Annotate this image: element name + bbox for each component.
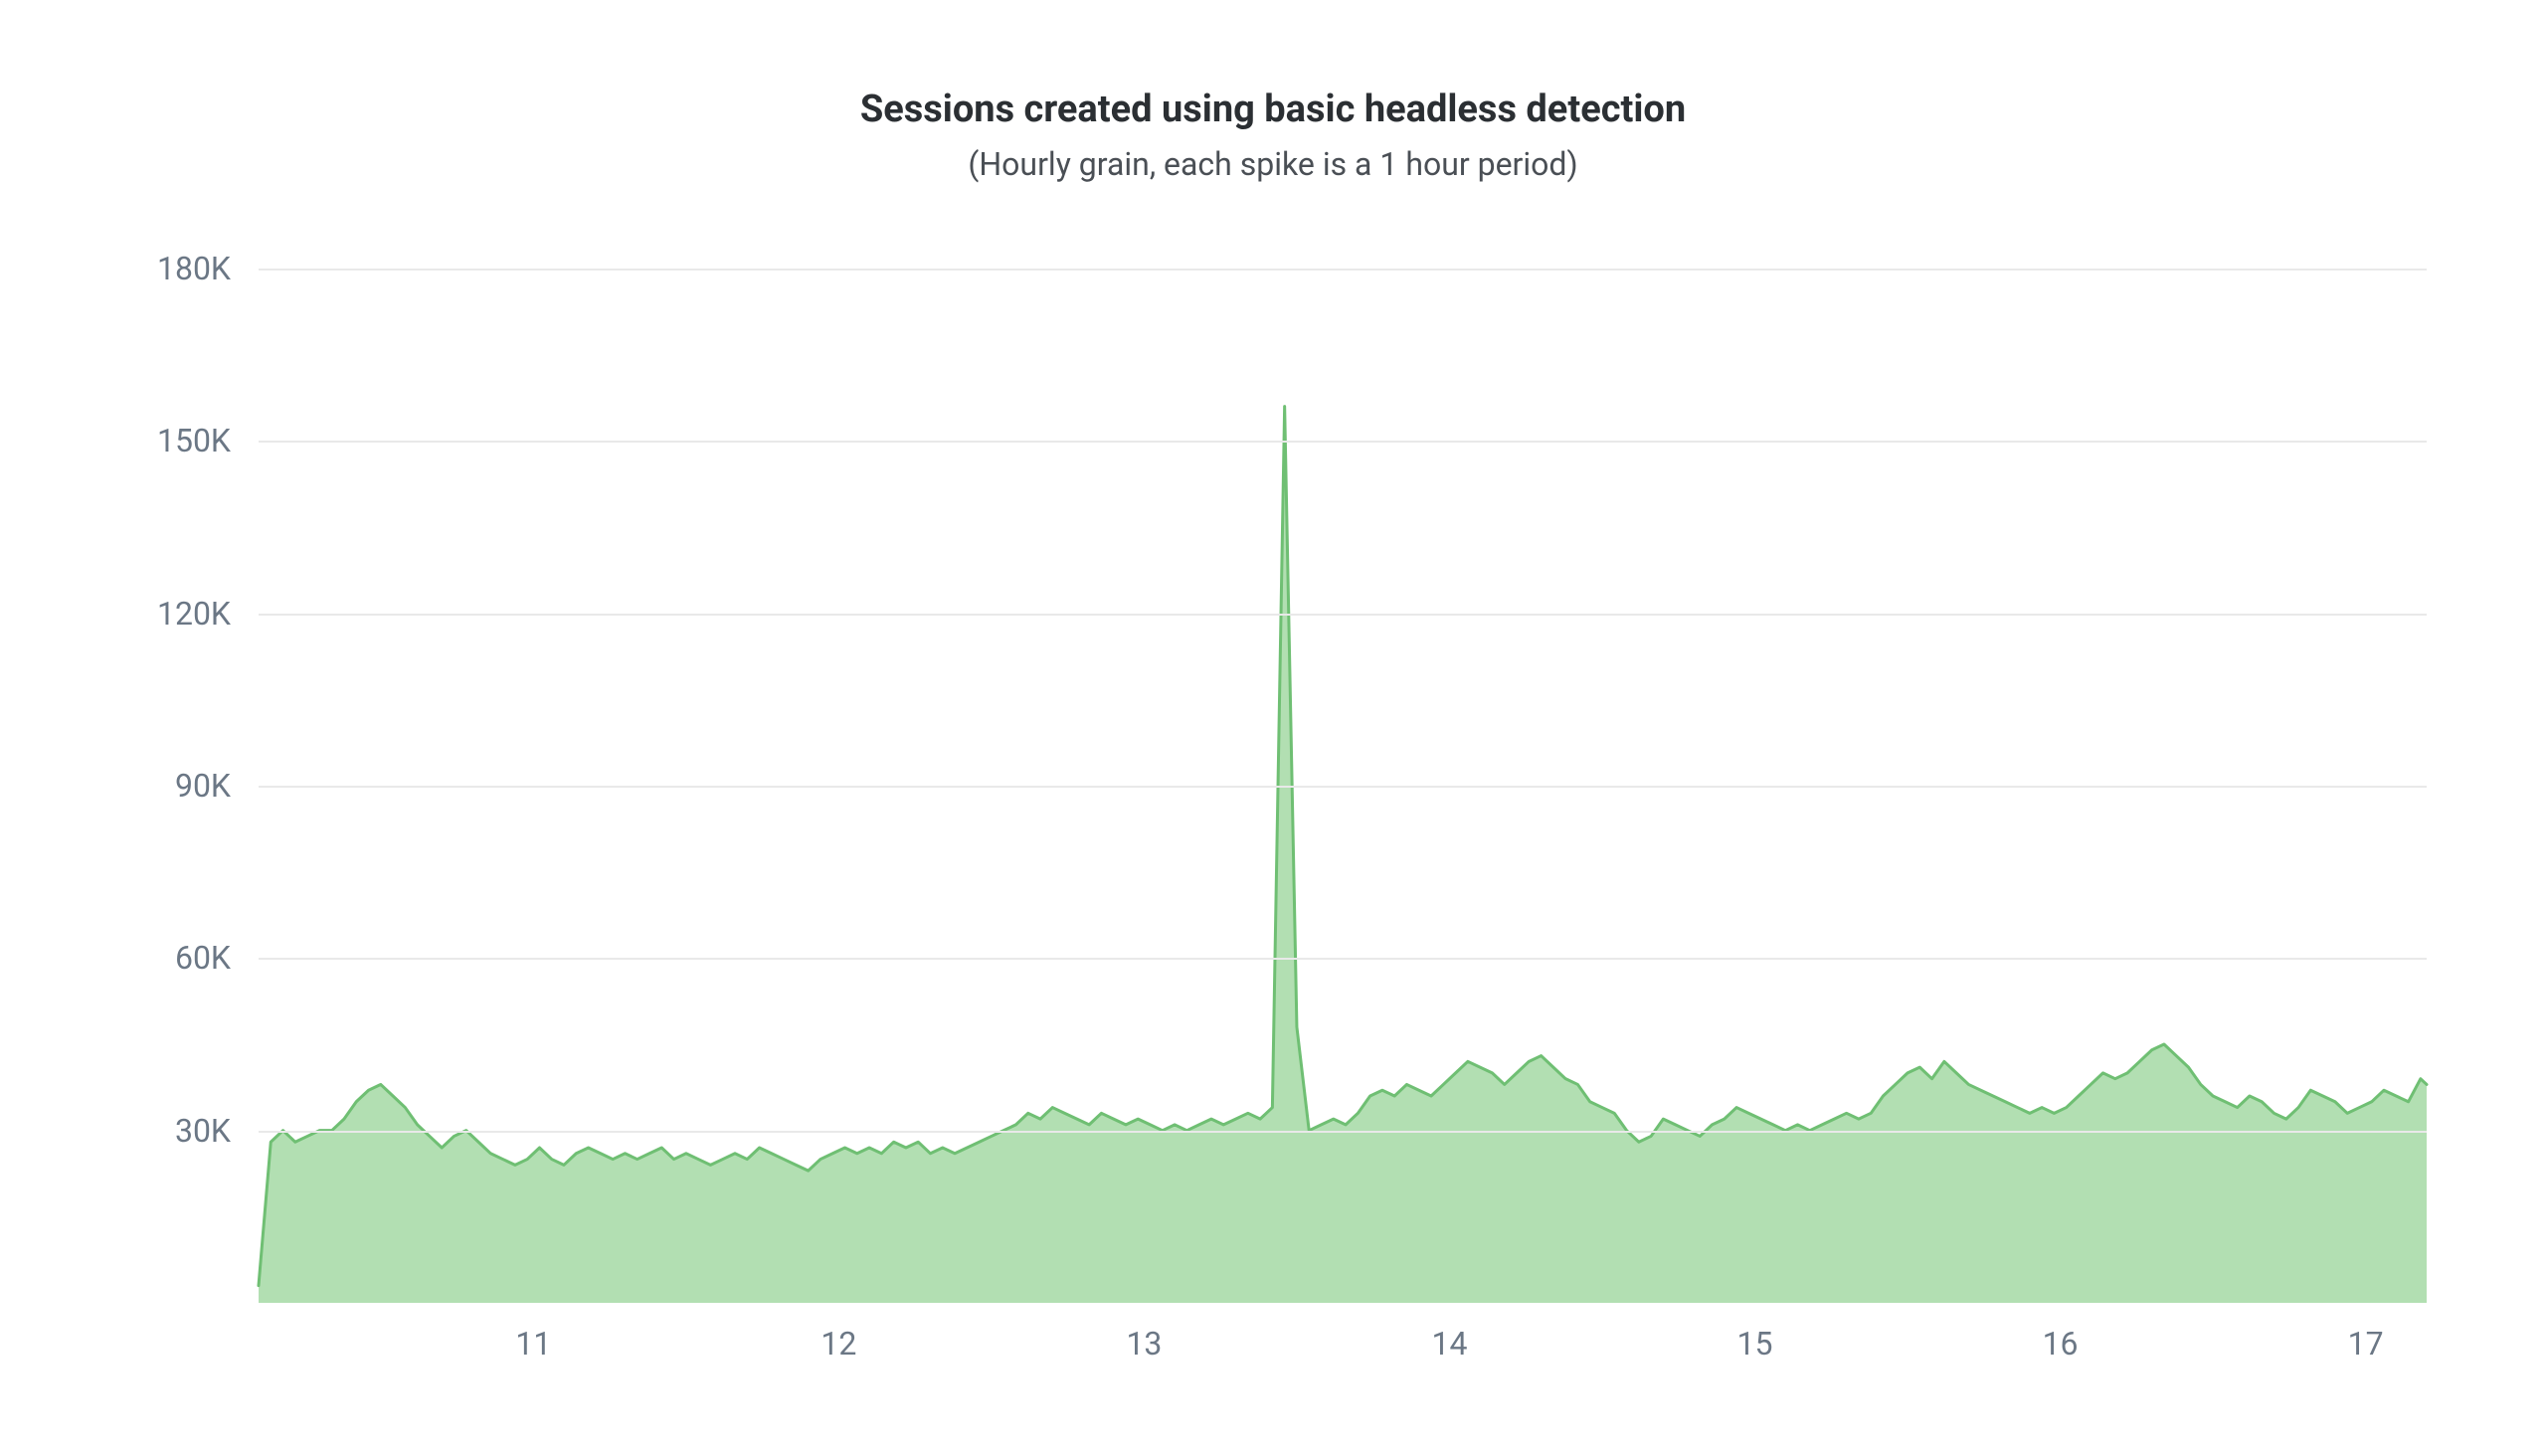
chart-subtitle: (Hourly grain, each spike is a 1 hour pe… (0, 131, 2546, 183)
y-axis-label: 120K (157, 595, 259, 633)
x-axis-label: 17 (2348, 1303, 2384, 1363)
grid-line (259, 269, 2427, 271)
x-axis-label: 16 (2043, 1303, 2079, 1363)
chart-container: Sessions created using basic headless de… (0, 0, 2546, 1456)
x-axis-label: 14 (1431, 1303, 1467, 1363)
x-axis-label: 13 (1126, 1303, 1162, 1363)
y-axis-label: 180K (157, 250, 259, 287)
y-axis-label: 150K (157, 422, 259, 459)
x-axis-label: 12 (820, 1303, 856, 1363)
grid-line (259, 614, 2427, 616)
grid-line (259, 958, 2427, 960)
grid-line (259, 441, 2427, 443)
x-axis-label: 15 (1737, 1303, 1773, 1363)
chart-title: Sessions created using basic headless de… (0, 0, 2546, 131)
y-axis-label: 30K (175, 1112, 259, 1150)
area-fill (259, 407, 2427, 1303)
y-axis-label: 90K (175, 767, 259, 805)
x-axis-label: 11 (515, 1303, 551, 1363)
grid-line (259, 1131, 2427, 1133)
y-axis-label: 60K (175, 939, 259, 977)
grid-line (259, 786, 2427, 788)
plot-area: 30K60K90K120K150K180K11121314151617 (259, 269, 2427, 1303)
